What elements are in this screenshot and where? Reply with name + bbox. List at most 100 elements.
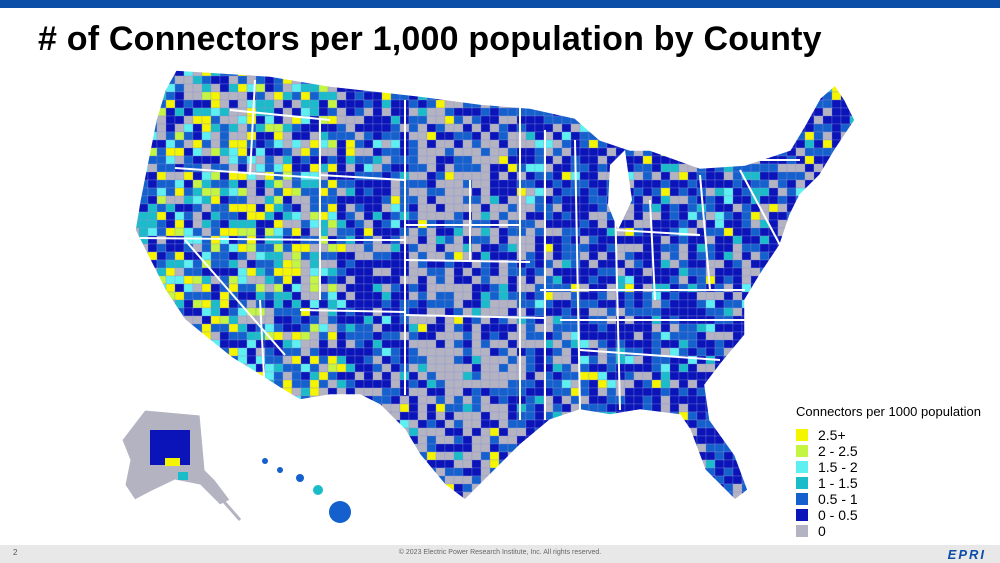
county-cell <box>255 475 266 485</box>
county-cell <box>300 291 311 301</box>
county-cell <box>831 267 842 277</box>
county-cell <box>345 459 356 469</box>
county-cell <box>426 395 437 405</box>
county-cell <box>723 395 734 405</box>
county-cell <box>804 379 815 389</box>
county-cell <box>696 435 707 445</box>
county-cell <box>651 155 662 165</box>
county-cell <box>652 60 661 68</box>
county-cell <box>426 83 437 93</box>
county-cell <box>624 275 635 285</box>
county-cell <box>418 60 427 68</box>
county-cell <box>426 475 437 485</box>
county-cell <box>552 419 563 429</box>
county-cell <box>264 139 275 149</box>
county-cell <box>165 491 176 500</box>
county-cell <box>561 331 572 341</box>
county-cell <box>813 291 824 301</box>
county-cell <box>534 499 545 500</box>
county-cell <box>786 475 797 485</box>
county-cell <box>372 451 383 461</box>
county-cell <box>327 459 338 469</box>
county-cell <box>480 379 491 389</box>
county-cell <box>219 323 230 333</box>
county-cell <box>237 227 248 237</box>
county-cell <box>381 259 392 269</box>
county-cell <box>615 115 626 125</box>
county-cell <box>381 267 392 277</box>
county-cell <box>705 123 716 133</box>
county-cell <box>696 83 707 93</box>
county-cell <box>453 203 464 213</box>
county-cell <box>760 508 769 516</box>
county-cell <box>381 219 392 229</box>
county-cell <box>606 131 617 141</box>
county-cell <box>768 75 779 85</box>
county-cell <box>300 251 311 261</box>
county-cell <box>300 339 311 349</box>
county-cell <box>759 251 770 261</box>
county-cell <box>840 187 851 197</box>
county-cell <box>138 323 149 333</box>
county-cell <box>525 299 536 309</box>
county-cell <box>678 267 689 277</box>
county-cell <box>669 419 680 429</box>
county-cell <box>336 355 347 365</box>
county-cell <box>417 195 428 205</box>
county-cell <box>417 275 428 285</box>
county-cell <box>246 387 257 397</box>
county-cell <box>219 235 230 245</box>
county-cell <box>327 491 338 500</box>
county-cell <box>435 403 446 413</box>
county-cell <box>292 508 301 516</box>
county-cell <box>426 75 437 85</box>
county-cell <box>507 75 518 85</box>
county-cell <box>174 395 185 405</box>
county-cell <box>588 243 599 253</box>
county-cell <box>516 70 527 77</box>
county-cell <box>768 211 779 221</box>
county-cell <box>786 107 797 117</box>
county-cell <box>363 371 374 381</box>
county-cell <box>525 235 536 245</box>
county-cell <box>597 387 608 397</box>
county-cell <box>714 459 725 469</box>
county-cell <box>759 91 770 101</box>
county-cell <box>678 91 689 101</box>
county-cell <box>804 195 815 205</box>
county-cell <box>516 459 527 469</box>
county-cell <box>633 91 644 101</box>
county-cell <box>705 99 716 109</box>
county-cell <box>237 131 248 141</box>
county-cell <box>210 115 221 125</box>
county-cell <box>354 187 365 197</box>
county-cell <box>480 91 491 101</box>
county-cell <box>813 251 824 261</box>
county-cell <box>678 70 689 77</box>
county-cell <box>138 211 149 221</box>
county-cell <box>705 483 716 493</box>
county-cell <box>552 435 563 445</box>
county-cell <box>480 491 491 500</box>
county-cell <box>561 195 572 205</box>
county-cell <box>237 419 248 429</box>
county-cell <box>372 427 383 437</box>
county-cell <box>327 339 338 349</box>
county-cell <box>336 203 347 213</box>
county-cell <box>228 123 239 133</box>
county-cell <box>561 70 572 77</box>
county-cell <box>327 211 338 221</box>
county-cell <box>336 403 347 413</box>
county-cell <box>264 179 275 189</box>
county-cell <box>687 363 698 373</box>
county-cell <box>750 475 761 485</box>
county-cell <box>597 299 608 309</box>
county-cell <box>633 299 644 309</box>
county-cell <box>859 340 868 348</box>
county-cell <box>318 91 329 101</box>
county-cell <box>687 347 698 357</box>
county-cell <box>174 483 185 493</box>
county-cell <box>165 131 176 141</box>
county-cell <box>345 347 356 357</box>
county-cell <box>390 315 401 325</box>
